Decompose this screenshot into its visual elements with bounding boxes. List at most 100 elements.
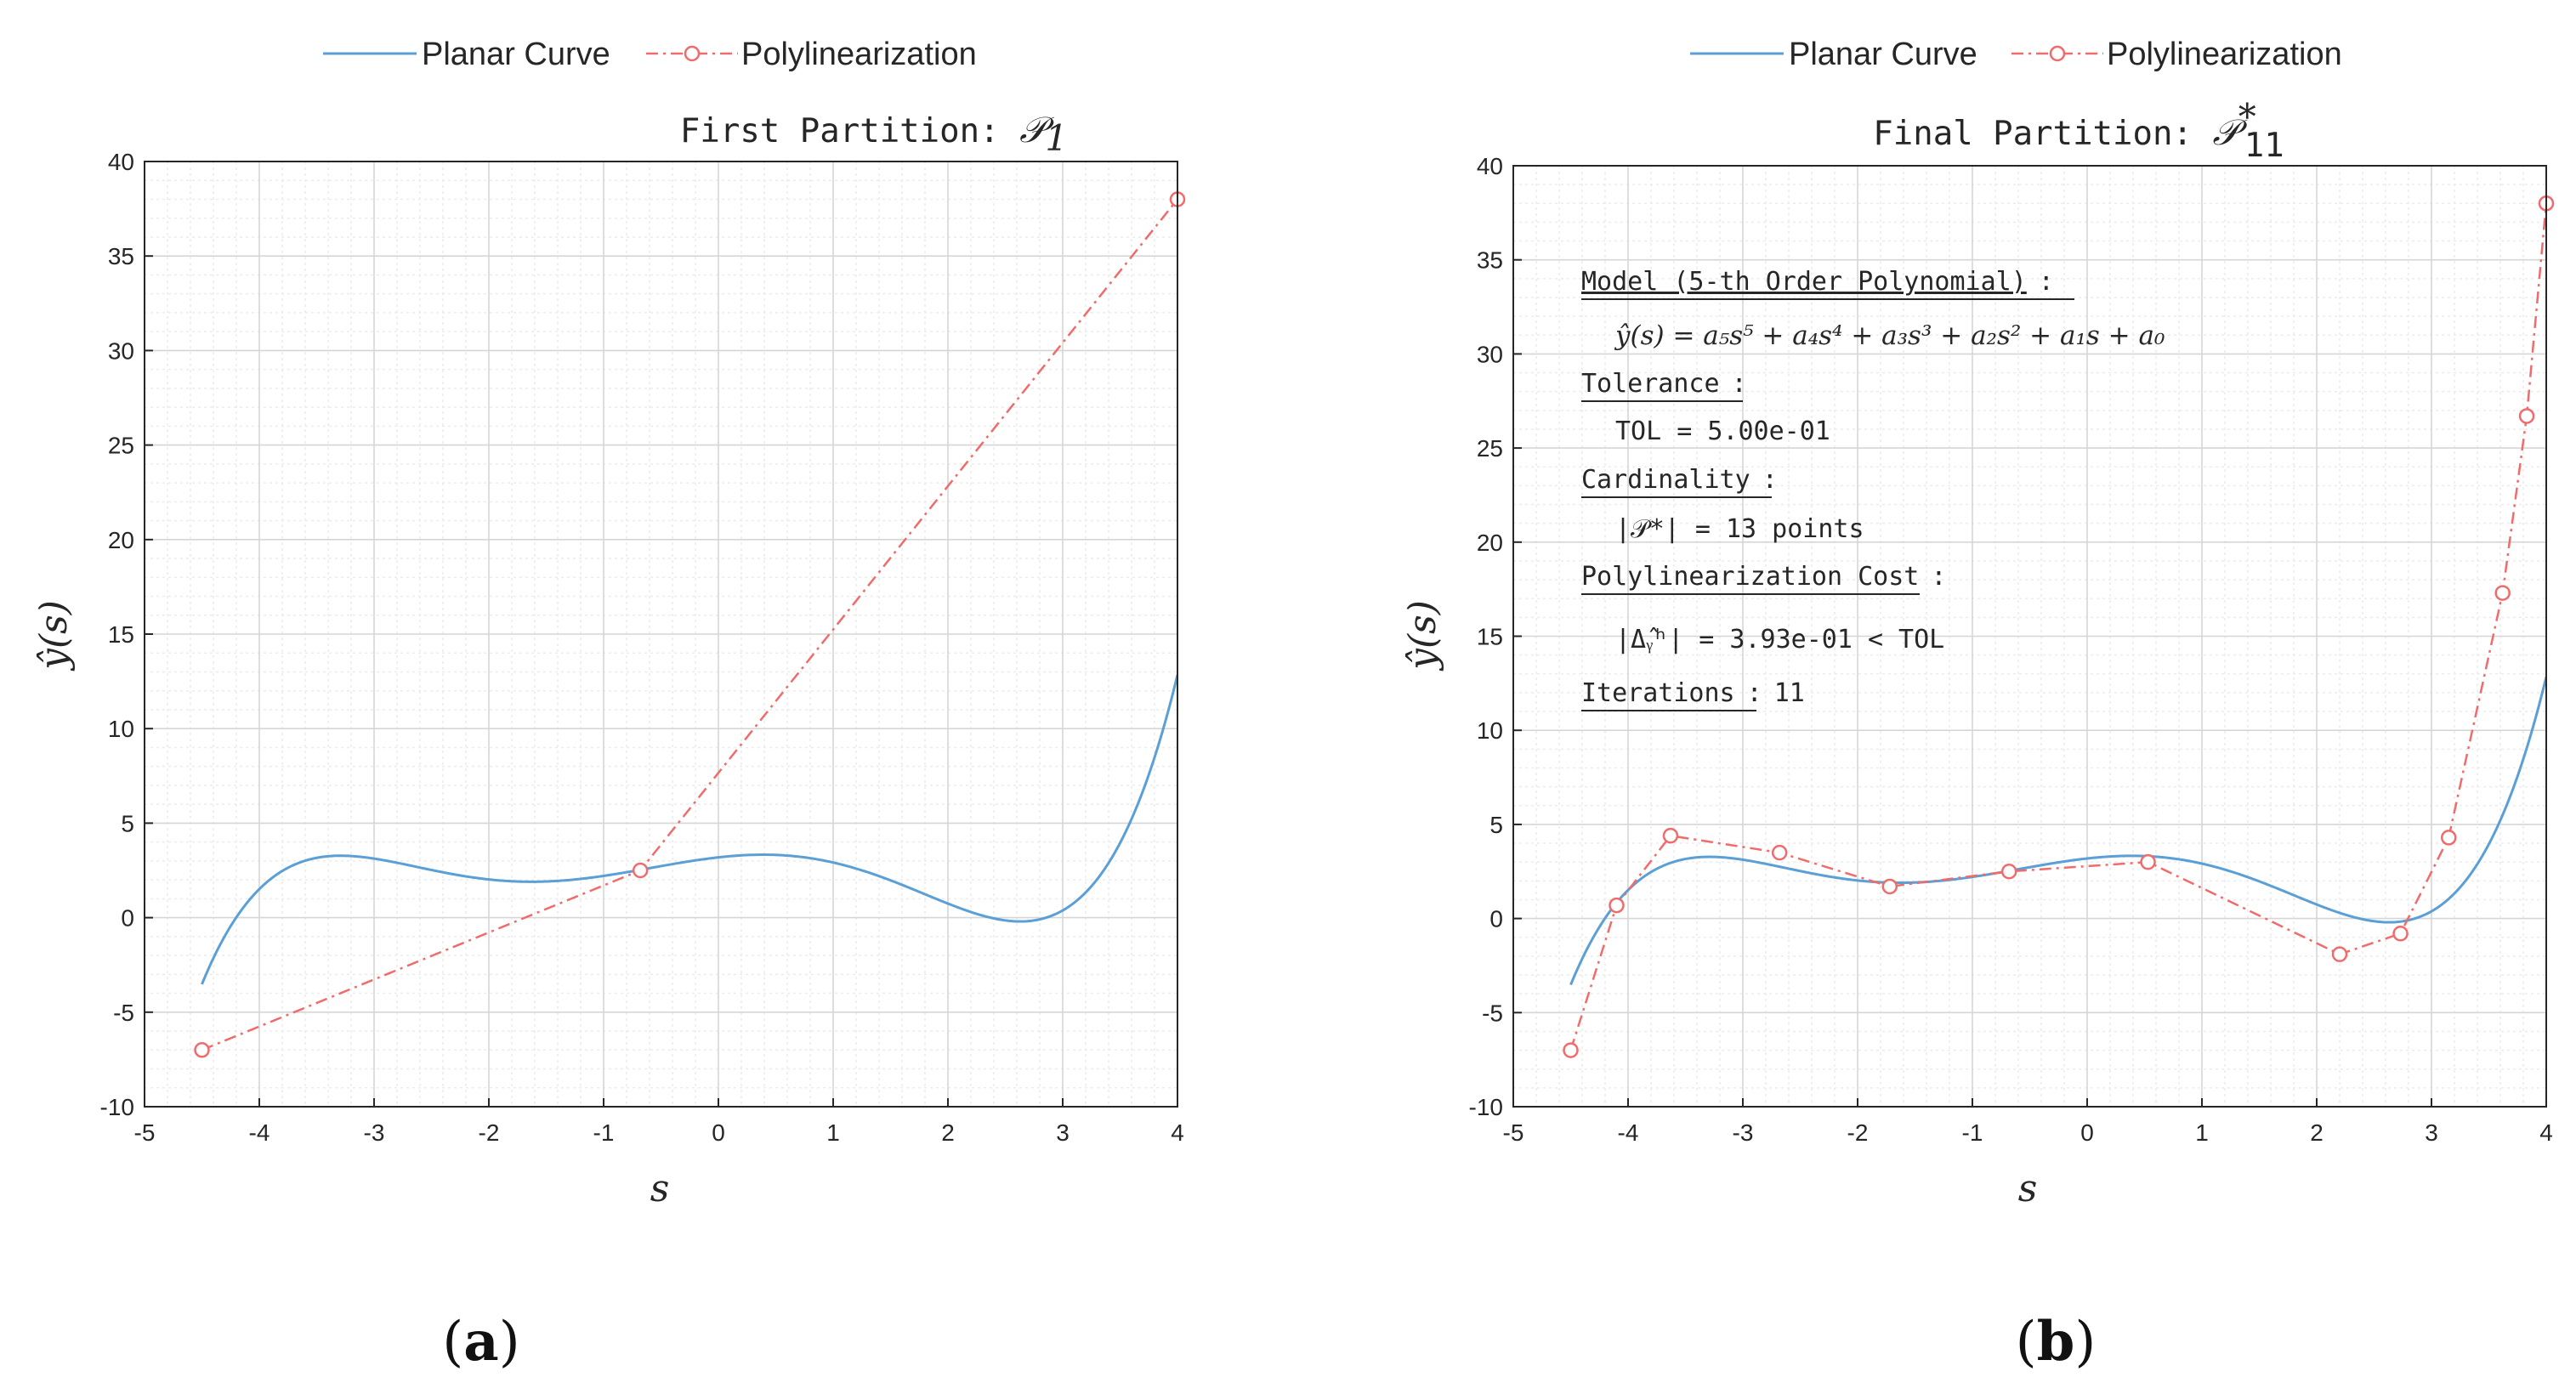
legend-poly-label: Polylinearization [741,37,977,72]
polylinearization-point [2140,853,2156,870]
legend-curve-label: Planar Curve [422,37,610,72]
annotation-cost: Polylinearization Cost: [1581,562,1946,592]
annotation-cardinality-value: |𝒫*| = 13 points [1615,514,1864,544]
y-tick-label: 20 [1477,530,1503,556]
polylinearization-point [1563,1042,1579,1058]
panel-label-b: (b) [2016,1310,2097,1374]
x-tick-label: -3 [1733,1119,1754,1146]
polylinearization-point [2518,408,2535,424]
y-tick-label: -10 [100,1094,134,1120]
legend: Planar Curve Polylinearization [323,37,977,72]
tolerance-label: Tolerance [1581,369,1720,399]
chart-title-sup: * [2238,96,2256,138]
y-tick-label: 20 [108,527,134,553]
y-tick-label: 30 [108,337,134,364]
planar-curve-line [201,674,1177,985]
legend-poly-marker [2049,45,2066,62]
annotation-iterations: Iterations:11 [1581,678,1805,708]
y-tick-label: 10 [108,716,134,742]
polylinearization-point [1771,844,1788,861]
annotation-model-eq: ŷ(s) = a₅s⁵ + a₄s⁴ + a₃s³ + a₂s² + a₁s +… [1614,320,2165,351]
tolerance-colon: : [1732,369,1747,399]
y-tick-label: 25 [108,433,134,459]
chart-title: Final Partition: 𝒫* 11 [1873,96,2284,165]
legend-poly-label: Polylinearization [2107,37,2342,72]
annotation-tolerance-value: TOL = 5.00e-01 [1615,416,1830,446]
y-tick-label: -5 [113,1000,134,1026]
chart-panel-b: Planar Curve Polylinearization Final Par… [1401,37,2555,1374]
legend-poly-marker [684,45,701,62]
cardinality-label: Cardinality [1581,465,1750,495]
panel-label-a: (a) [442,1310,519,1374]
y-tick-label: 15 [1477,624,1503,650]
y-axis-label: ŷ(s) [1401,600,1444,672]
x-tick-label: -4 [249,1119,270,1146]
polylinearization-point [1662,827,1679,844]
y-tick-label: -10 [1469,1094,1503,1120]
polylinearization-point [2331,946,2348,962]
polylinearization-point [2441,830,2457,846]
y-tick-label: 35 [1477,247,1503,274]
y-tick-label: 5 [121,810,134,836]
legend: Planar Curve Polylinearization [1690,37,2342,72]
x-axis-label: s [650,1167,670,1210]
polylinearization-point [2392,926,2409,942]
plot-area [1563,196,2555,1058]
chart-title-text: First Partition: [680,112,1019,150]
y-tick-label: 0 [121,905,134,932]
x-tick-label: -5 [134,1119,156,1146]
y-tick-label: 25 [1477,435,1503,462]
x-tick-label: -2 [479,1119,500,1146]
planar-curve-line [1569,676,2546,986]
x-axis-label: s [2018,1167,2038,1210]
y-tick-label: 0 [1489,906,1503,932]
polylinearization-point [1881,878,1898,895]
cost-label: Polylinearization Cost [1581,562,1919,592]
chart-title-text: Final Partition: [1873,115,2212,153]
x-tick-label: -2 [1847,1119,1869,1146]
polylinearization-point [2000,864,2017,880]
chart-title-sub: 11 [2244,127,2284,165]
x-tick-label: -4 [1618,1119,1639,1146]
x-tick-label: 2 [941,1119,955,1146]
x-tick-label: 4 [1171,1119,1184,1146]
x-tick-label: -3 [364,1119,385,1146]
y-tick-label: 35 [108,243,134,269]
iterations-label: Iterations [1581,678,1735,708]
x-tick-label: 0 [712,1119,725,1146]
y-tick-label: 5 [1489,812,1503,838]
y-tick-label: -5 [1482,1000,1503,1026]
cost-colon: : [1931,562,1946,592]
x-tick-label: 1 [826,1119,840,1146]
x-tick-label: -1 [1962,1119,1983,1146]
x-tick-label: -1 [593,1119,615,1146]
polylinearization-point [632,862,649,879]
annotation-tolerance: Tolerance: [1581,369,1747,399]
chart-title-sub: 1 [1045,117,1068,159]
annotation-cost-value: |Δ̂ᵧʰ| = 3.93e-01 < TOL [1615,625,1944,654]
x-tick-label: 1 [2195,1119,2209,1146]
model-colon: : [2039,267,2054,297]
chart-panel-a: Planar Curve Polylinearization First Par… [32,37,1186,1374]
x-tick-label: 3 [2425,1119,2438,1146]
chart-title: First Partition: 𝒫1 [680,109,1068,159]
x-tick-label: 0 [2080,1119,2094,1146]
annotation-cardinality: Cardinality: [1581,465,1778,495]
y-tick-label: 15 [108,621,134,648]
polylinearization-point [194,1042,210,1058]
y-tick-label: 40 [1477,153,1503,179]
x-tick-label: 2 [2310,1119,2324,1146]
cardinality-colon: : [1762,465,1778,495]
y-tick-label: 30 [1477,341,1503,367]
y-tick-label: 10 [1477,717,1503,744]
iterations-value: 11 [1774,678,1805,708]
legend-curve-label: Planar Curve [1789,37,1977,72]
annotation-model: Model (5-th Order Polynomial): [1581,267,2054,297]
polylinearization-point [2494,585,2511,601]
annotation: Model (5-th Order Polynomial): ŷ(s) = a₅… [1581,267,2165,711]
model-label: Model (5-th Order Polynomial) [1581,267,2027,297]
x-tick-label: 4 [2539,1119,2553,1146]
